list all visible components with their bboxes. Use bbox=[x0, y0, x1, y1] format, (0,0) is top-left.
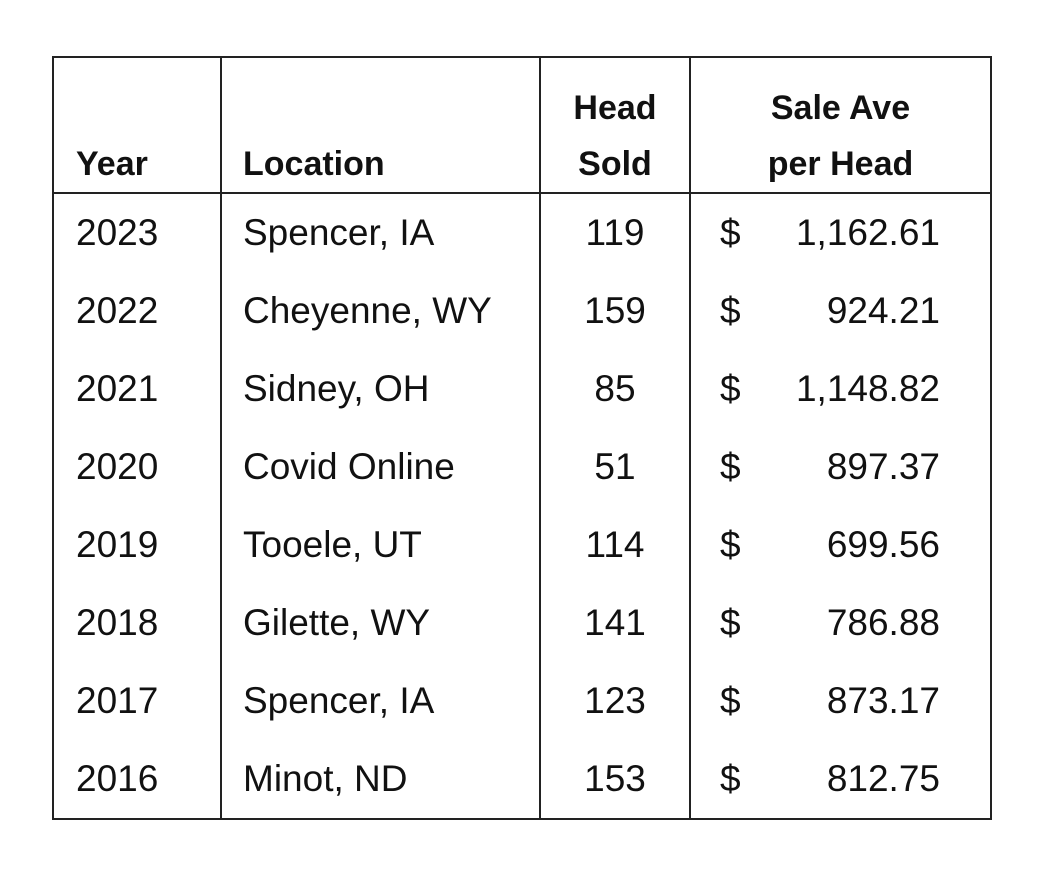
table-row: 2017 Spencer, IA 123 $873.17 bbox=[54, 662, 990, 740]
head-sold-cell: 141 bbox=[584, 602, 646, 643]
table-row: 2022 Cheyenne, WY 159 $924.21 bbox=[54, 272, 990, 350]
header-divider bbox=[54, 192, 990, 194]
header-head-sold: Head Sold bbox=[541, 80, 689, 192]
head-sold-cell: 159 bbox=[584, 290, 646, 331]
table-row: 2019 Tooele, UT 114 $699.56 bbox=[54, 506, 990, 584]
location-cell: Minot, ND bbox=[243, 758, 408, 799]
year-cell: 2017 bbox=[76, 680, 159, 721]
sales-table: Year Location Head Sold Sale Ave per Hea… bbox=[52, 56, 992, 820]
header-sale-ave: Sale Ave per Head bbox=[691, 80, 990, 192]
head-sold-cell: 153 bbox=[584, 758, 646, 799]
year-cell: 2021 bbox=[76, 368, 159, 409]
currency-symbol: $ bbox=[720, 602, 741, 643]
column-divider bbox=[539, 58, 541, 818]
table-row: 2020 Covid Online 51 $897.37 bbox=[54, 428, 990, 506]
header-location: Location bbox=[243, 145, 385, 183]
column-divider bbox=[689, 58, 691, 818]
currency-symbol: $ bbox=[720, 368, 741, 409]
currency-symbol: $ bbox=[720, 758, 741, 799]
currency-symbol: $ bbox=[720, 290, 741, 331]
sale-ave-cell: 1,162.61 bbox=[795, 212, 940, 253]
location-cell: Sidney, OH bbox=[243, 368, 430, 409]
sale-ave-cell: 699.56 bbox=[826, 524, 940, 565]
head-sold-cell: 123 bbox=[584, 680, 646, 721]
table-row: 2018 Gilette, WY 141 $786.88 bbox=[54, 584, 990, 662]
year-cell: 2019 bbox=[76, 524, 159, 565]
column-divider bbox=[220, 58, 222, 818]
sale-ave-cell: 812.75 bbox=[826, 758, 940, 799]
currency-symbol: $ bbox=[720, 212, 741, 253]
location-cell: Gilette, WY bbox=[243, 602, 431, 643]
location-cell: Covid Online bbox=[243, 446, 455, 487]
location-cell: Cheyenne, WY bbox=[243, 290, 492, 331]
year-cell: 2016 bbox=[76, 758, 159, 799]
table-row: 2023 Spencer, IA 119 $1,162.61 bbox=[54, 194, 990, 272]
header-year: Year bbox=[76, 145, 148, 183]
head-sold-cell: 85 bbox=[594, 368, 636, 409]
year-cell: 2022 bbox=[76, 290, 159, 331]
location-cell: Spencer, IA bbox=[243, 212, 435, 253]
sale-ave-cell: 1,148.82 bbox=[795, 368, 940, 409]
sale-ave-cell: 897.37 bbox=[826, 446, 940, 487]
table-row: 2016 Minot, ND 153 $812.75 bbox=[54, 740, 990, 818]
head-sold-cell: 114 bbox=[585, 524, 645, 565]
year-cell: 2023 bbox=[76, 212, 159, 253]
location-cell: Tooele, UT bbox=[243, 524, 422, 565]
currency-symbol: $ bbox=[720, 680, 741, 721]
head-sold-cell: 119 bbox=[585, 212, 645, 253]
header-head-sold-line2: Sold bbox=[578, 145, 652, 183]
currency-symbol: $ bbox=[720, 446, 741, 487]
location-cell: Spencer, IA bbox=[243, 680, 435, 721]
header-head-sold-line1: Head bbox=[573, 89, 657, 127]
header-sale-ave-line1: Sale Ave bbox=[770, 89, 911, 127]
currency-symbol: $ bbox=[720, 524, 741, 565]
year-cell: 2020 bbox=[76, 446, 159, 487]
year-cell: 2018 bbox=[76, 602, 159, 643]
sale-ave-cell: 924.21 bbox=[826, 290, 940, 331]
table-row: 2021 Sidney, OH 85 $1,148.82 bbox=[54, 350, 990, 428]
head-sold-cell: 51 bbox=[594, 446, 636, 487]
header-sale-ave-line2: per Head bbox=[767, 145, 914, 183]
sale-ave-cell: 873.17 bbox=[826, 680, 940, 721]
sale-ave-cell: 786.88 bbox=[826, 602, 940, 643]
